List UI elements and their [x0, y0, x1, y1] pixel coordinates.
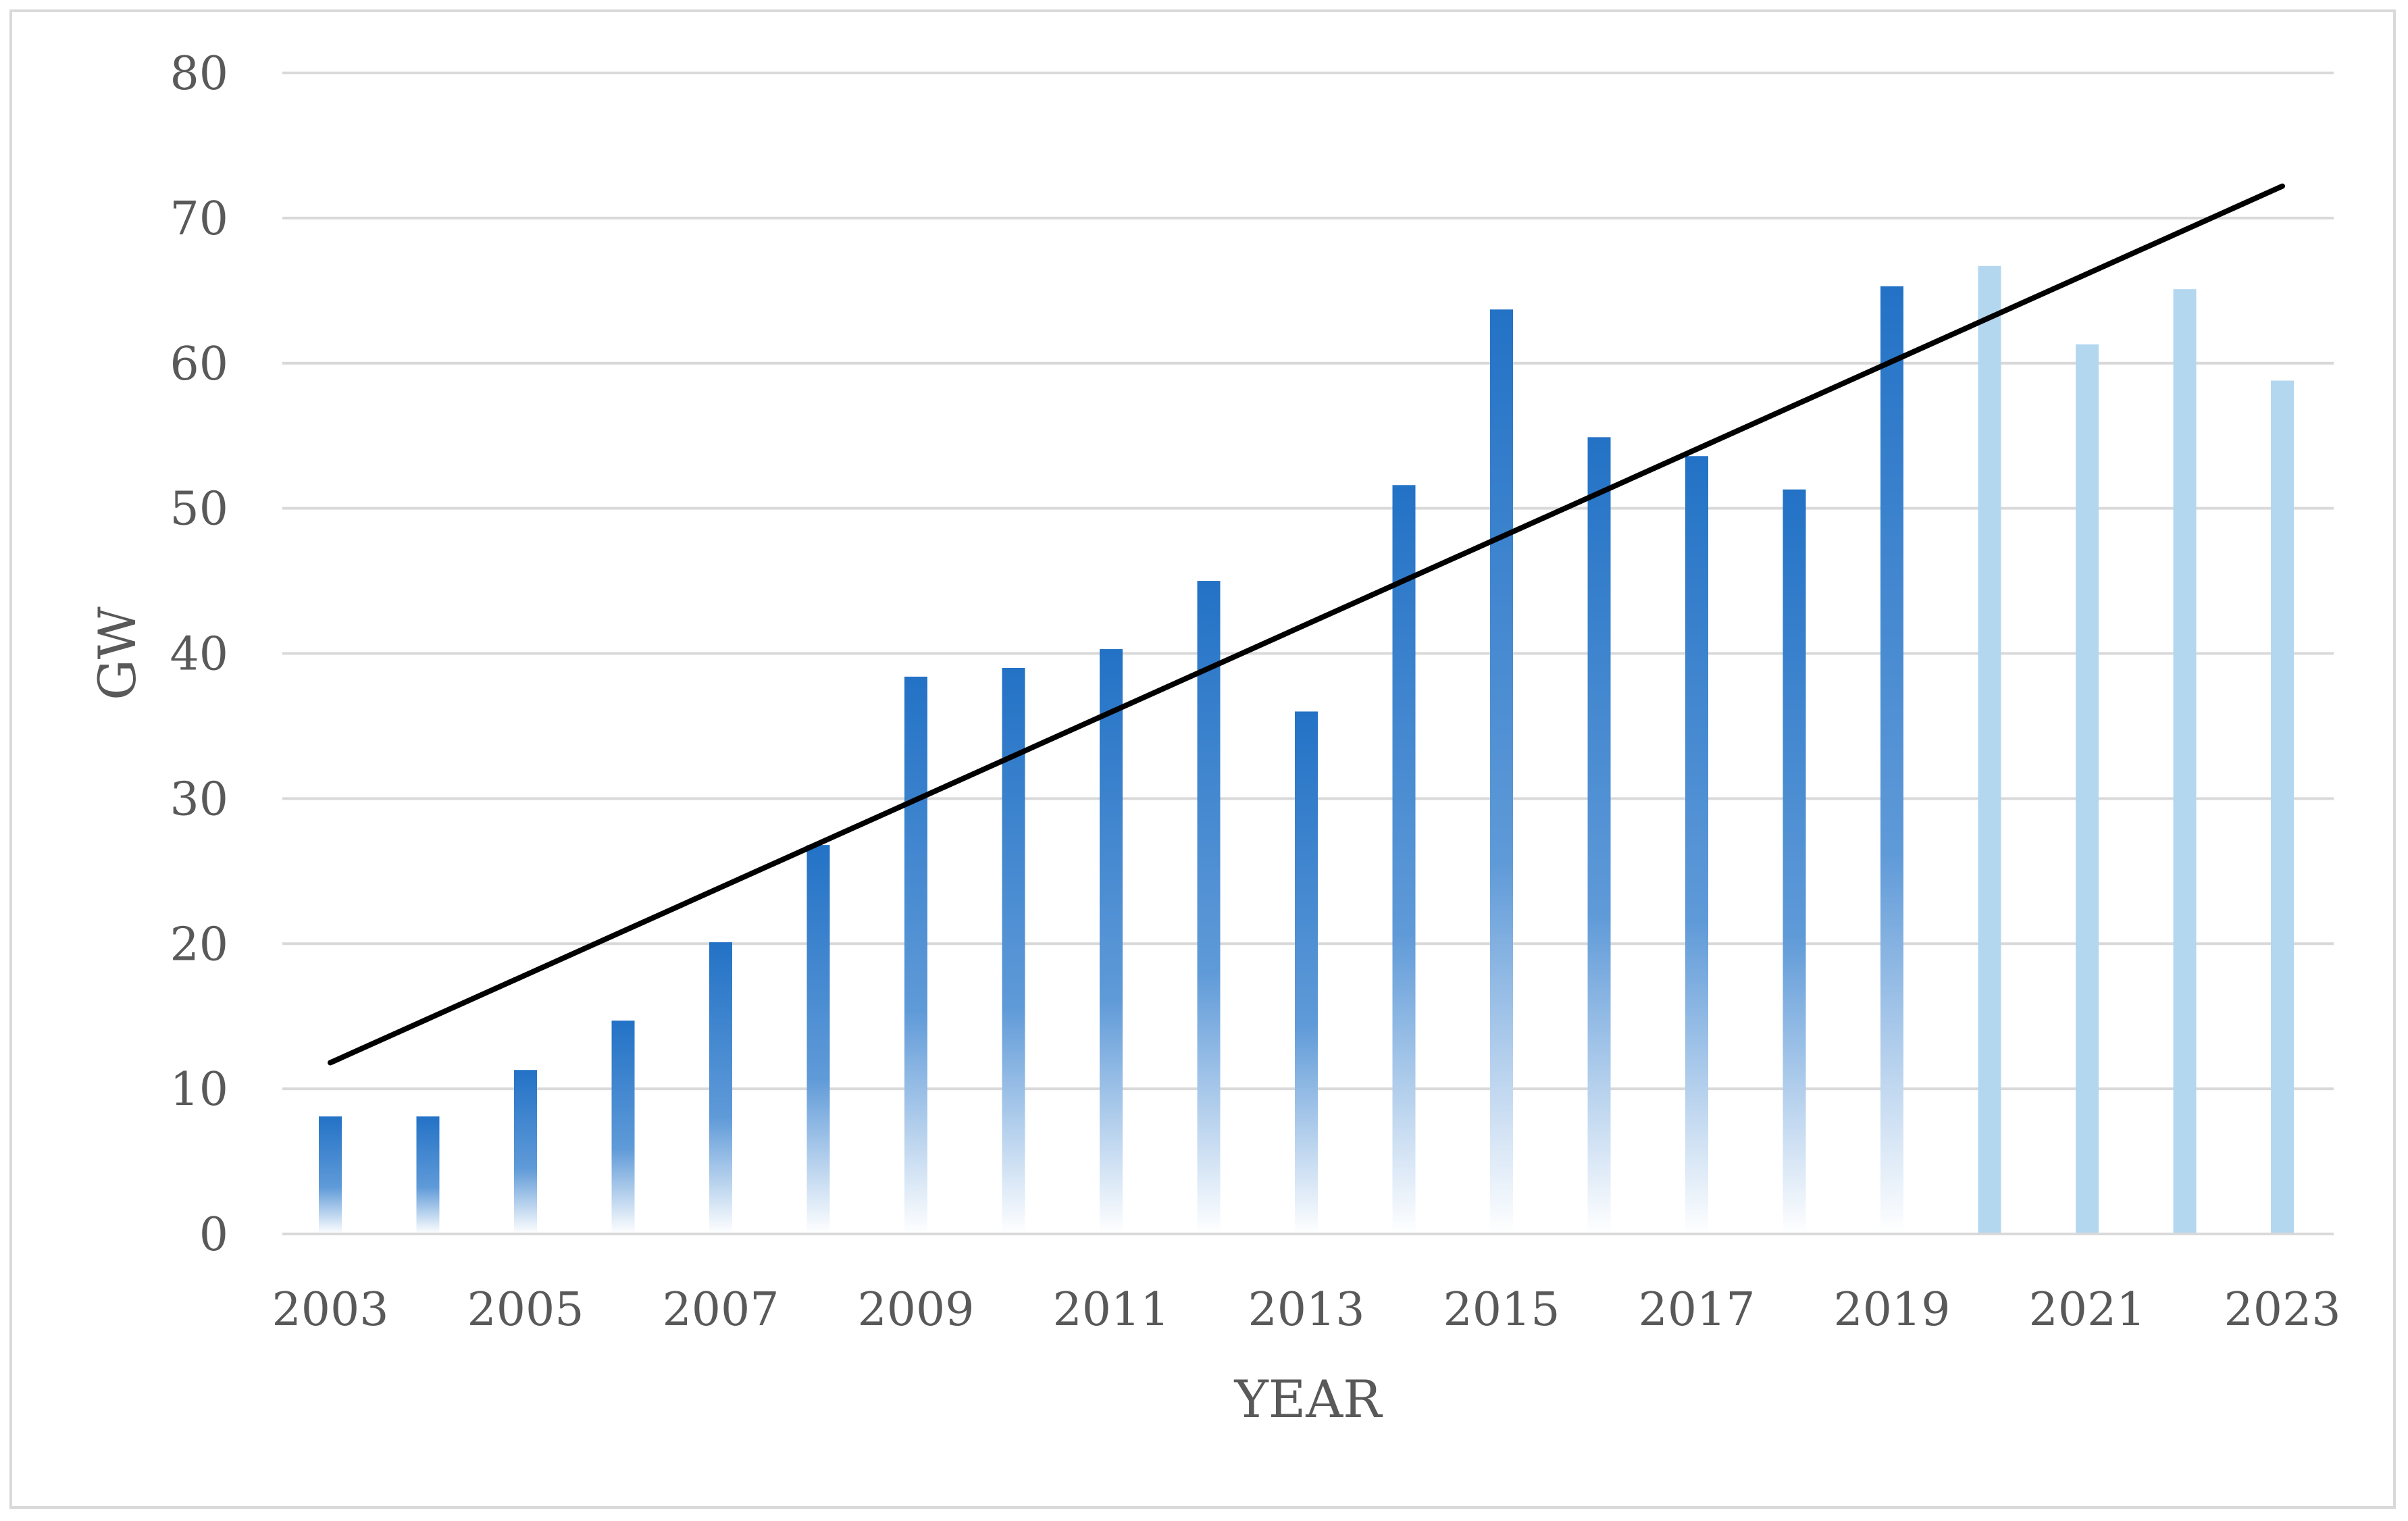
bar-2009 — [904, 676, 927, 1234]
bar-2013 — [1295, 711, 1318, 1234]
x-axis-ticks: 2003 2005 2007 2009 2011 2013 2015 2017 2019 2021… — [272, 1283, 2340, 1337]
x-tick-label: 2003 — [272, 1283, 388, 1337]
bar-2007 — [709, 942, 732, 1234]
bar-2003 — [319, 1116, 342, 1234]
bar-2014 — [1392, 485, 1416, 1234]
x-tick-label: 2021 — [2028, 1283, 2145, 1337]
y-tick-label: 0 — [199, 1208, 228, 1262]
y-tick-label: 70 — [170, 192, 228, 246]
bar-2015 — [1490, 309, 1513, 1235]
y-tick-label: 10 — [170, 1063, 228, 1116]
bar-2020 — [1978, 265, 2001, 1235]
bar-2012 — [1197, 581, 1221, 1234]
x-tick-label: 2005 — [467, 1283, 584, 1337]
x-tick-label: 2023 — [2224, 1283, 2340, 1337]
x-tick-label: 2009 — [857, 1283, 974, 1337]
x-tick-label: 2019 — [1833, 1283, 1950, 1337]
bar-2008 — [806, 845, 830, 1234]
x-tick-label: 2013 — [1248, 1283, 1364, 1337]
x-tick-label: 2017 — [1638, 1283, 1755, 1337]
bars — [319, 265, 2294, 1235]
bar-2022 — [2173, 289, 2197, 1234]
y-tick-label: 60 — [170, 338, 228, 391]
bar-2006 — [611, 1021, 635, 1234]
trendline — [328, 183, 2285, 1066]
x-tick-label: 2011 — [1052, 1283, 1169, 1337]
y-tick-label: 30 — [170, 773, 228, 826]
bar-2021 — [2076, 344, 2099, 1234]
y-tick-label: 80 — [170, 47, 228, 101]
y-tick-label: 40 — [170, 628, 228, 681]
bar-2011 — [1100, 649, 1123, 1234]
y-tick-label: 50 — [170, 483, 228, 536]
y-axis-title: GW — [87, 607, 147, 700]
x-axis-title: YEAR — [1234, 1369, 1384, 1429]
y-axis-ticks: 0 10 20 30 40 50 60 70 80 — [170, 47, 228, 1262]
bar-2018 — [1783, 489, 1806, 1235]
bar-2019 — [1880, 286, 1903, 1235]
bar-2016 — [1587, 437, 1611, 1235]
bar-2005 — [514, 1070, 537, 1234]
bar-2017 — [1685, 456, 1708, 1234]
bar-2004 — [416, 1116, 440, 1234]
x-tick-label: 2007 — [662, 1283, 779, 1337]
y-tick-label: 20 — [170, 918, 228, 971]
bar-2023 — [2271, 380, 2294, 1235]
x-tick-label: 2015 — [1443, 1283, 1560, 1337]
trendline-line — [328, 183, 2285, 1066]
